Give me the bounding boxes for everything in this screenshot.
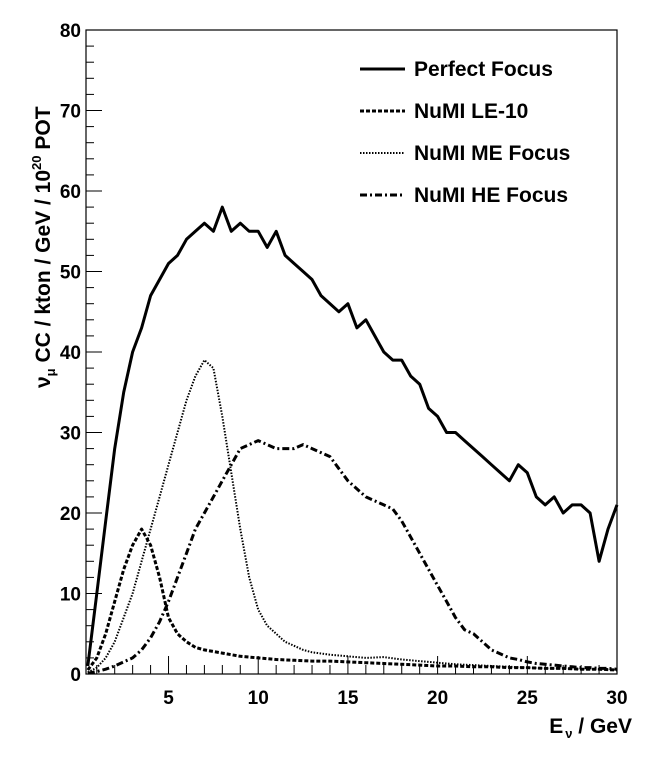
plot-frame [85, 29, 618, 675]
y-tick-label: 60 [60, 182, 81, 203]
y-tick-label: 40 [60, 343, 81, 364]
y-tick-label: 30 [60, 424, 81, 445]
x-axis-title-main: E [549, 715, 563, 738]
series-line-dashdot [87, 439, 618, 675]
x-tick-label: 15 [337, 688, 359, 709]
y-axis-title-exp: 20 [29, 155, 44, 169]
x-tick-label: 10 [248, 688, 269, 709]
x-tick-label: 25 [517, 688, 539, 709]
legend-label: NuMI LE-10 [414, 100, 528, 123]
x-axis-title-sub: ν [565, 726, 572, 741]
x-axis-title-rest: / GeV [572, 715, 632, 738]
series-lines [86, 205, 619, 675]
y-tick-label: 70 [60, 102, 81, 123]
x-tick-label: 20 [427, 688, 448, 709]
legend: Perfect Focus NuMI LE-10 NuMI ME Focus NuMI… [360, 58, 570, 207]
series-line-dashed [86, 527, 618, 672]
x-tick-label: 30 [606, 688, 627, 709]
y-axis-title: νμ CC / kton / GeV / 1020 POT [29, 106, 58, 388]
y-tick-label: 10 [60, 585, 81, 606]
legend-label: Perfect Focus [414, 58, 553, 81]
x-tick-label: 5 [163, 688, 174, 709]
legend-label: NuMI ME Focus [414, 142, 570, 165]
y-tick-label: 50 [60, 263, 81, 284]
series-line-solid [86, 205, 619, 667]
y-axis-title-mid: CC / kton / GeV / 10 [32, 170, 55, 368]
y-axis-title-end: POT [32, 106, 55, 155]
y-tick-label: 80 [60, 21, 81, 42]
y-axis-title-mu: μ [43, 368, 58, 376]
legend-label: NuMI HE Focus [414, 184, 568, 207]
y-axis-title-nu: ν [32, 376, 55, 388]
y-tick-label: 20 [60, 504, 81, 525]
y-ticks: 0 10 20 30 40 50 60 70 80 [60, 21, 102, 686]
x-ticks: 5 10 15 20 25 30 [96, 656, 628, 709]
series-line-dotted [87, 359, 618, 674]
y-tick-label: 0 [70, 665, 81, 686]
